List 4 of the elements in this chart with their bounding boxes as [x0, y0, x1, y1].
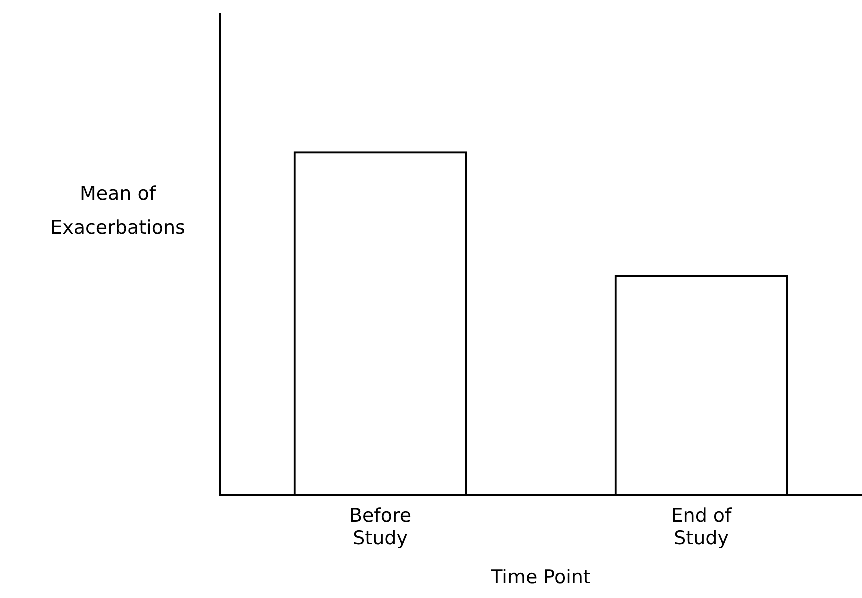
x-tick-label: Before Study	[349, 504, 412, 550]
y-axis-title: Mean of Exacerbations	[50, 182, 186, 239]
x-tick-label: End of Study	[671, 504, 734, 550]
x-axis-title: Time Point	[490, 566, 591, 589]
